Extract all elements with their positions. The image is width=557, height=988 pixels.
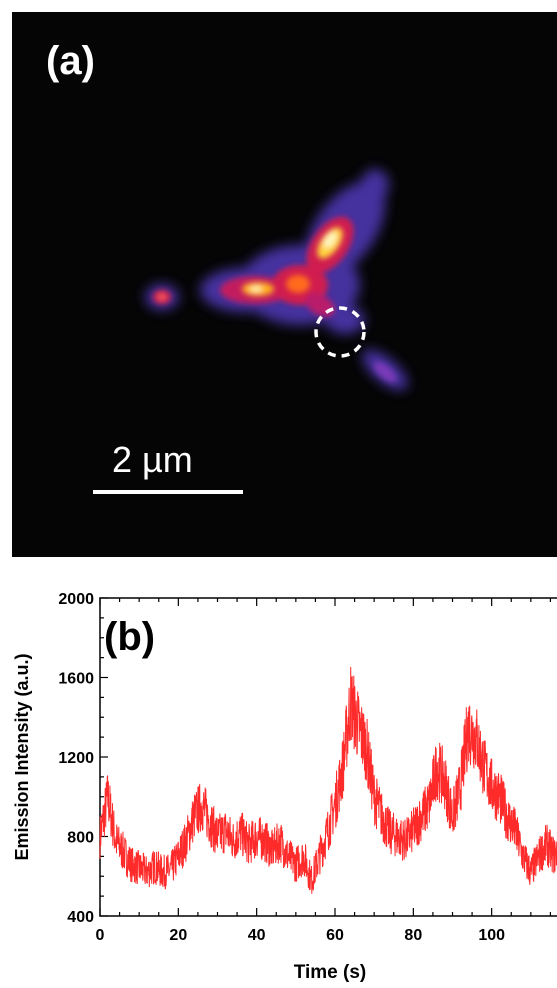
tripod-emission-image bbox=[145, 169, 408, 391]
x-tick-label: 80 bbox=[404, 927, 422, 944]
dashed-circle-marker bbox=[314, 306, 366, 358]
panel-a: (a) 2 µm bbox=[12, 12, 557, 557]
x-tick-label: 40 bbox=[248, 927, 266, 944]
y-tick-labels: 400 800 1200 1600 2000 bbox=[58, 591, 94, 926]
y-axis-title: Emission Intensity (a.u.) bbox=[12, 653, 32, 860]
scale-bar-label: 2 µm bbox=[112, 439, 193, 480]
y-tick-label: 2000 bbox=[58, 591, 94, 608]
x-tick-label: 20 bbox=[169, 927, 187, 944]
x-tick-label: 100 bbox=[478, 927, 505, 944]
x-tick-labels: 02040608010012 bbox=[96, 927, 506, 944]
y-tick-label: 400 bbox=[67, 909, 94, 926]
y-tick-label: 1600 bbox=[58, 671, 94, 688]
y-tick-label: 800 bbox=[67, 830, 94, 847]
x-tick-label: 0 bbox=[96, 927, 105, 944]
series-line bbox=[99, 666, 557, 894]
panel-b-label: (b) bbox=[104, 615, 155, 659]
scale-bar: 2 µm bbox=[93, 439, 243, 494]
panel-a-label: (a) bbox=[46, 39, 95, 83]
x-axis-title: Time (s) bbox=[294, 962, 367, 983]
x-tick-label: 60 bbox=[326, 927, 344, 944]
y-tick-label: 1200 bbox=[58, 750, 94, 767]
tick-marks bbox=[99, 597, 552, 917]
